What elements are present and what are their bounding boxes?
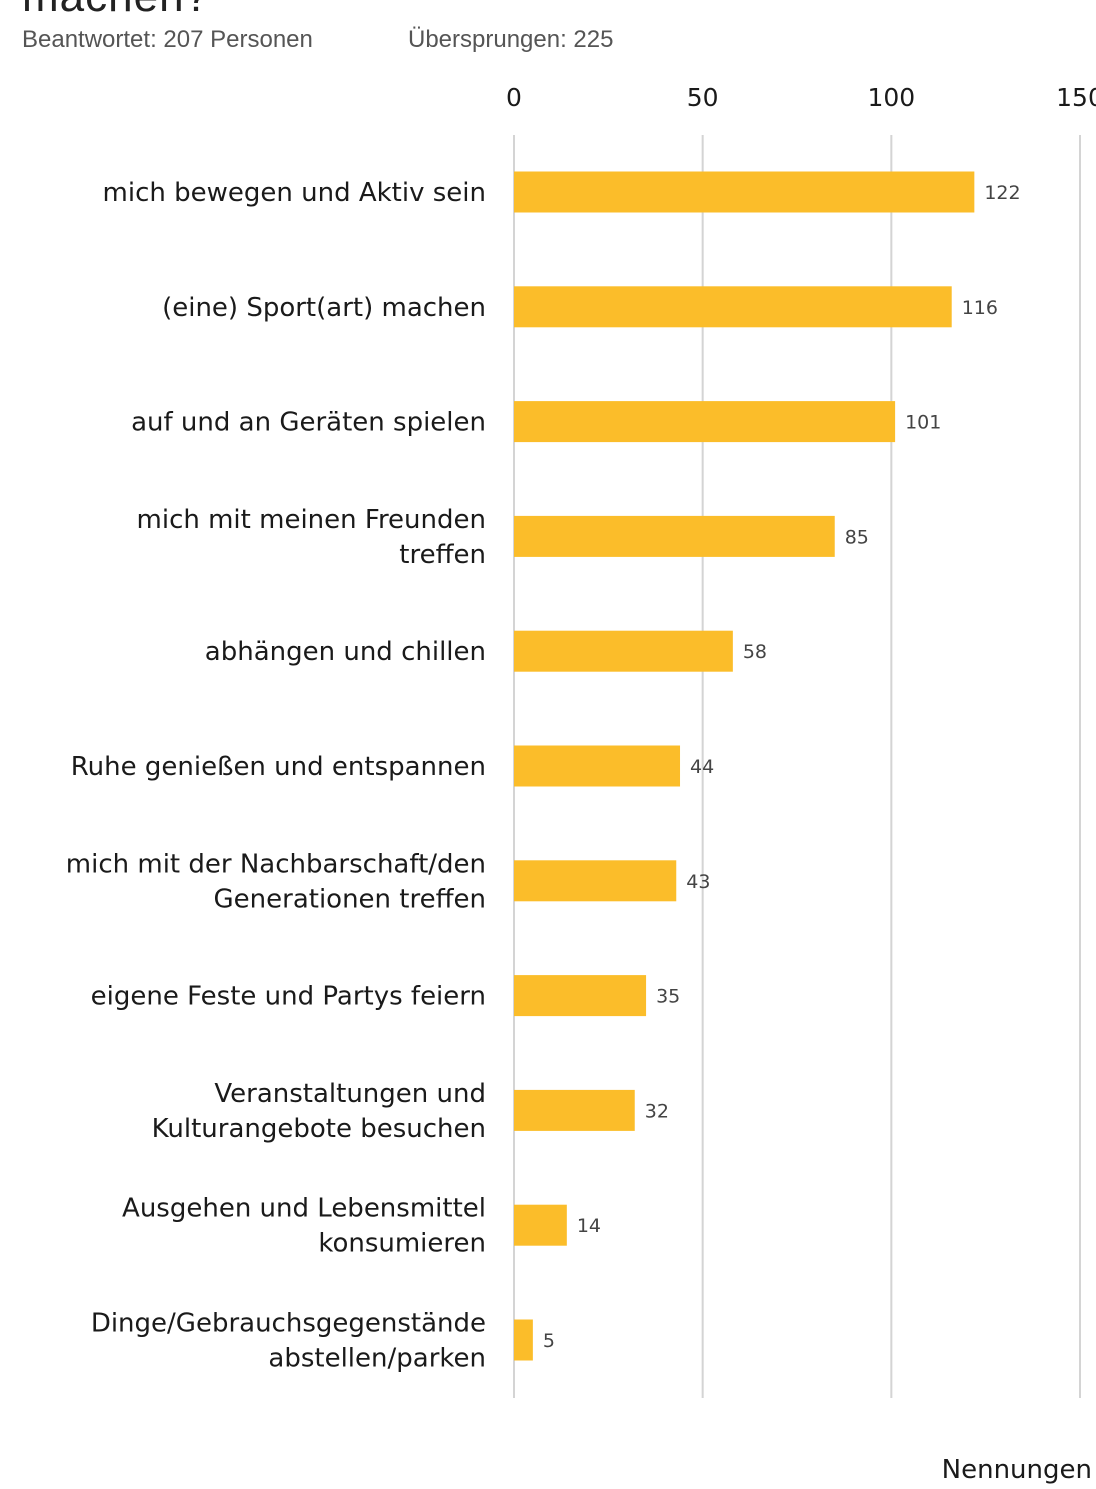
category-label-11: Dinge/Gebrauchsgegenstände abstellen/park…	[91, 1309, 486, 1374]
bar-5	[514, 630, 733, 672]
category-label-line: Ruhe genießen und entspannen	[71, 752, 486, 782]
value-labels: 122 116 101 85 58 44 43 35 32 14 5	[543, 182, 1021, 1352]
value-label-11: 5	[543, 1330, 555, 1352]
category-label-7: mich mit der Nachbarschaft/den Generation…	[66, 849, 486, 914]
bar-8	[514, 975, 647, 1017]
value-label-8: 35	[656, 986, 680, 1008]
category-label-line: eigene Feste und Partys feiern	[91, 982, 486, 1012]
category-label-8: eigene Feste und Partys feiern	[91, 982, 486, 1012]
category-label-line: mich bewegen und Aktiv sein	[103, 178, 486, 208]
value-label-7: 43	[686, 871, 710, 893]
bar-11	[514, 1319, 533, 1361]
value-label-9: 32	[645, 1100, 669, 1122]
value-label-6: 44	[690, 756, 714, 778]
x-axis-ticks: 0 50 100 150	[506, 83, 1096, 112]
category-label-line: Ausgehen und Lebensmittel	[122, 1194, 486, 1224]
category-label-4: mich mit meinen Freunden treffen	[137, 505, 486, 570]
bar-7	[514, 860, 677, 902]
bar-10	[514, 1204, 567, 1246]
value-label-3: 101	[905, 412, 941, 434]
bar-4	[514, 515, 835, 557]
category-label-9: Veranstaltungen und Kulturangebote besuch…	[152, 1079, 486, 1144]
category-label-line: Dinge/Gebrauchsgegenstände	[91, 1309, 486, 1339]
category-label-10: Ausgehen und Lebensmittel konsumieren	[122, 1194, 486, 1259]
category-label-line: abstellen/parken	[268, 1344, 486, 1374]
x-tick-label-0: 0	[506, 83, 522, 112]
category-label-line: auf und an Geräten spielen	[131, 408, 486, 438]
category-label-line: mich mit meinen Freunden	[137, 505, 486, 535]
category-label-1: mich bewegen und Aktiv sein	[103, 178, 486, 208]
x-tick-label-100: 100	[867, 83, 915, 112]
x-axis-title: Nennungen	[942, 1455, 1092, 1485]
bar-3	[514, 401, 896, 443]
category-label-2: (eine) Sport(art) machen	[162, 293, 486, 323]
value-label-2: 116	[962, 297, 998, 319]
category-label-line: Kulturangebote besuchen	[152, 1114, 486, 1144]
category-label-5: abhängen und chillen	[205, 637, 486, 667]
category-label-line: Veranstaltungen und	[214, 1079, 486, 1109]
value-label-1: 122	[984, 182, 1020, 204]
category-label-6: Ruhe genießen und entspannen	[71, 752, 486, 782]
grid-lines	[513, 135, 1081, 1398]
category-label-line: (eine) Sport(art) machen	[162, 293, 486, 323]
bar-9	[514, 1089, 635, 1131]
bar-6	[514, 745, 681, 787]
category-label-3: auf und an Geräten spielen	[131, 408, 486, 438]
category-label-line: mich mit der Nachbarschaft/den	[66, 849, 486, 879]
bars	[514, 171, 975, 1361]
value-label-4: 85	[845, 526, 869, 548]
bar-2	[514, 286, 952, 328]
skipped-count: Übersprungen: 225	[408, 26, 614, 53]
answered-count: Beantwortet: 207 Personen	[22, 26, 313, 53]
value-label-5: 58	[743, 641, 767, 663]
category-label-line: konsumieren	[318, 1229, 486, 1259]
x-tick-label-150: 150	[1056, 83, 1096, 112]
bar-1	[514, 171, 975, 213]
chart-title-fragment: machen?	[22, 0, 210, 22]
category-label-line: treffen	[399, 540, 486, 570]
x-tick-label-50: 50	[687, 83, 719, 112]
value-label-10: 14	[577, 1215, 601, 1237]
category-label-line: Generationen treffen	[214, 884, 486, 914]
category-label-line: abhängen und chillen	[205, 637, 486, 667]
category-labels: mich bewegen und Aktiv sein (eine) Sport(…	[66, 178, 486, 1374]
